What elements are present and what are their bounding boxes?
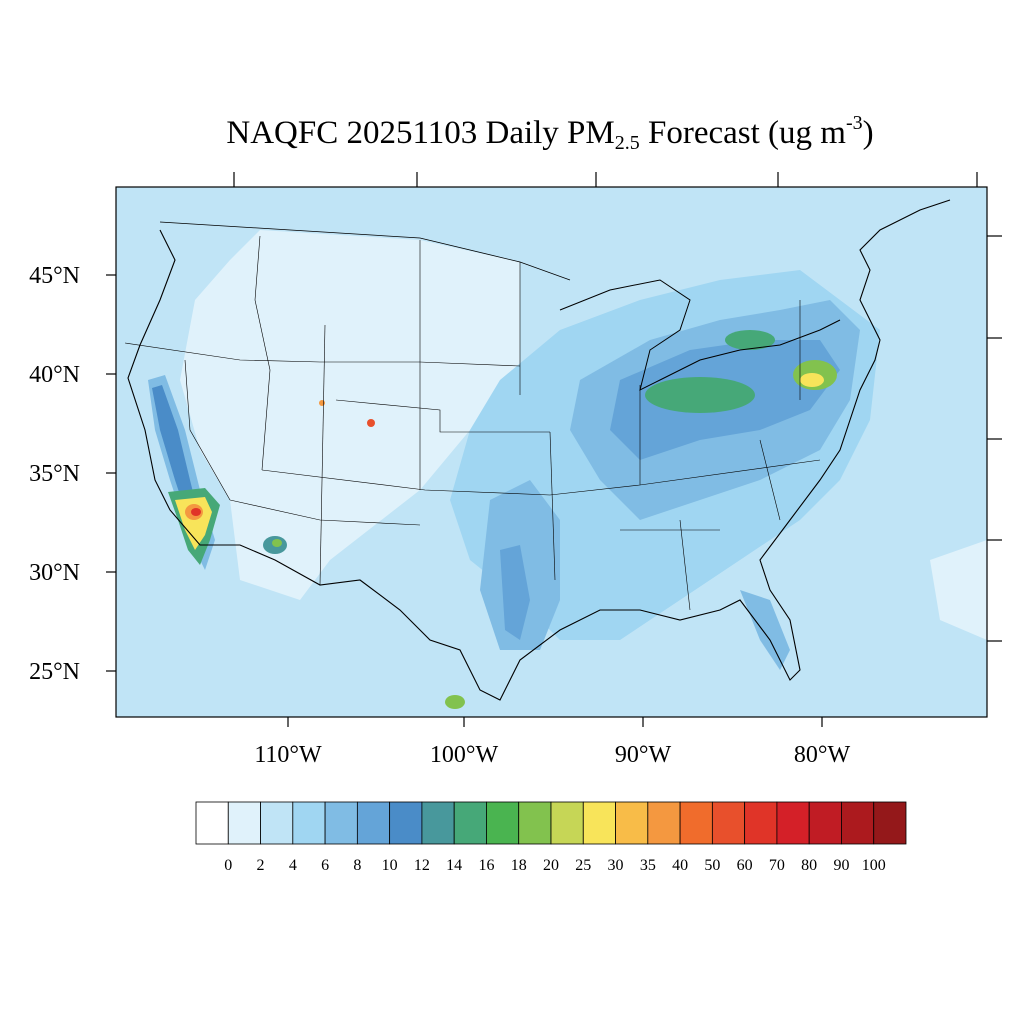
colorbar: 0 2 4 6 8 10 12 14 16 18 20 25 30 35 40 50 60 70 80 90 100: [195, 801, 907, 874]
colorbar-swatch: [776, 801, 810, 845]
colorbar-swatch: [260, 801, 294, 845]
colorbar-swatch: [711, 801, 746, 845]
canada-border: [159, 221, 571, 281]
colorbar-swatch: [647, 801, 681, 845]
lon-label: 100°W: [430, 742, 499, 768]
field-utah-fire: [319, 400, 325, 406]
field-east-texas: [500, 545, 530, 640]
colorbar-label: 30: [608, 857, 624, 874]
colorbar-swatch: [453, 801, 487, 845]
field-la-core: [191, 508, 201, 516]
colorbar-label: 50: [704, 857, 720, 874]
colorbar-label: 8: [353, 857, 361, 874]
concentration-field: [116, 187, 987, 717]
colorbar-swatch: [518, 801, 552, 845]
lon-label: 80°W: [794, 742, 851, 768]
colorbar-swatch: [389, 801, 423, 845]
colorbar-label: 80: [801, 857, 817, 874]
colorbar-swatch: [550, 801, 584, 845]
colorbar-label: 18: [511, 857, 527, 874]
lat-label: 45°N: [29, 263, 80, 289]
colorbar-swatch: [421, 801, 455, 845]
colorbar-label: 100: [862, 857, 886, 874]
colorbar-label: 40: [672, 857, 688, 874]
tick-marks: [106, 172, 1002, 727]
lat-labels: 45°N 40°N 35°N 30°N 25°N: [29, 263, 80, 685]
map-title: NAQFC 20251103 Daily PM2.5 Forecast (ug …: [226, 112, 874, 154]
colorbar-label: 70: [769, 857, 785, 874]
field-ohio-green: [645, 377, 755, 413]
colorbar-label: 10: [382, 857, 398, 874]
colorbar-swatch: [808, 801, 842, 845]
colorbar-swatch: [486, 801, 520, 845]
colorbar-swatch: [744, 801, 778, 845]
field-phoenix-core: [272, 539, 282, 547]
field-pa-yellow: [800, 373, 824, 387]
colorbar-swatch: [873, 801, 907, 845]
colorbar-label: 90: [833, 857, 849, 874]
boundaries: [124, 199, 951, 701]
field-colorado-fire: [367, 419, 375, 427]
colorbar-label: 60: [737, 857, 753, 874]
colorbar-swatch: [582, 801, 616, 845]
colorbar-swatch: [292, 801, 326, 845]
lat-label: 30°N: [29, 560, 80, 586]
colorbar-label: 4: [289, 857, 297, 874]
us-outline: [127, 199, 951, 701]
state-lines: [124, 235, 821, 611]
colorbar-label: 35: [640, 857, 656, 874]
colorbar-swatch: [356, 801, 391, 845]
colorbar-label: 14: [446, 857, 462, 874]
field-mexico: [445, 695, 465, 709]
lat-label: 35°N: [29, 461, 80, 487]
colorbar-label: 0: [224, 857, 232, 874]
lon-labels: 110°W 100°W 90°W 80°W: [254, 742, 850, 768]
colorbar-label: 25: [575, 857, 591, 874]
lon-label: 110°W: [254, 742, 322, 768]
lat-label: 40°N: [29, 362, 80, 388]
field-mi-green: [725, 330, 775, 350]
colorbar-swatch: [227, 801, 261, 845]
colorbar-swatch: [615, 801, 649, 845]
colorbar-label: 20: [543, 857, 559, 874]
colorbar-swatch: [324, 801, 358, 845]
colorbar-swatch: [679, 801, 713, 845]
map-frame: [115, 186, 988, 718]
colorbar-label: 6: [321, 857, 329, 874]
colorbar-swatch: [841, 801, 875, 845]
colorbar-label: 2: [257, 857, 265, 874]
colorbar-swatch: [195, 801, 229, 845]
lat-label: 25°N: [29, 659, 80, 685]
lon-label: 90°W: [615, 742, 672, 768]
field-florida: [740, 590, 790, 670]
field-ocean-southeast-light: [930, 540, 987, 640]
colorbar-label: 16: [478, 857, 494, 874]
colorbar-label: 12: [414, 857, 430, 874]
